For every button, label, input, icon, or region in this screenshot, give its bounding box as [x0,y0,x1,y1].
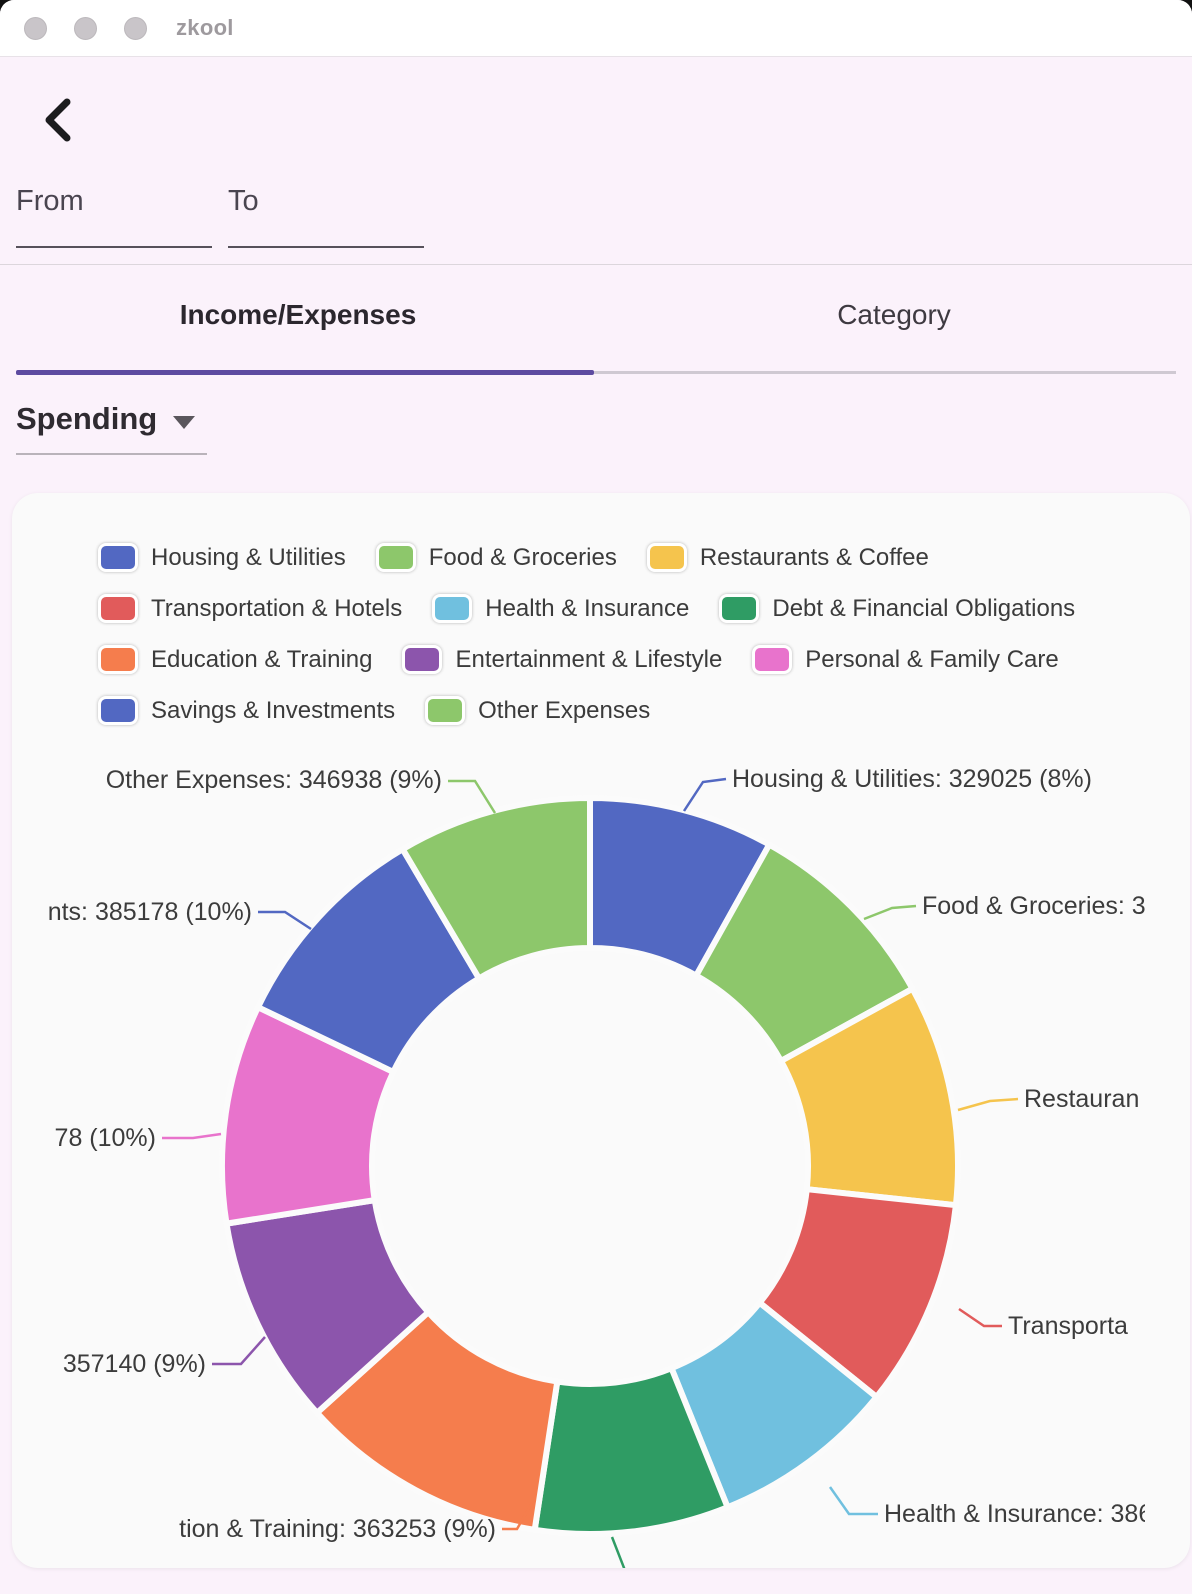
label-leader-line [957,1097,1019,1112]
from-label: From [16,185,84,217]
legend-row: Housing & Utilities Food & Groceries Resta… [12,539,1190,576]
legend-swatch-icon [402,645,443,674]
legend-label: Debt & Financial Obligations [772,594,1076,622]
label-leader-line [863,904,917,921]
zoom-window-button[interactable] [124,16,147,40]
back-button[interactable] [36,97,82,143]
minimize-window-button[interactable] [74,16,97,40]
spending-donut-chart: Housing & Utilities: 329025 (8%) Food & G… [48,765,1145,1568]
legend-item-housing-utilities[interactable]: Housing & Utilities [98,543,346,572]
legend-item-savings-investments[interactable]: Savings & Investments [98,696,395,725]
legend-label: Education & Training [151,645,373,673]
to-date-field[interactable]: To [228,185,424,248]
slice-value-label: 357140 (9%) [63,1350,206,1378]
label-leader-line [610,1536,626,1568]
slice-value-label: tion & Training: 363253 (9%) [179,1515,496,1543]
to-underline [228,246,424,248]
spending-underline [16,453,207,455]
slice-value-label: Restauran [1024,1085,1139,1113]
legend-row: Education & Training Entertainment & Life… [12,641,1190,678]
legend-swatch-icon [98,543,138,572]
window-title: zkool [176,15,234,40]
spending-dropdown-value: Spending [16,401,158,436]
legend-item-other-expenses[interactable]: Other Expenses [425,696,650,725]
tab-category[interactable]: Category [596,265,1192,375]
legend-label: Other Expenses [478,696,651,724]
slice-value-label: 78 (10%) [55,1124,156,1152]
legend-row: Savings & Investments Other Expenses [12,692,1190,729]
legend-label: Savings & Investments [151,696,396,724]
legend-swatch-icon [432,594,473,623]
legend-swatch-icon [719,594,760,623]
donut-slice-other-expenses[interactable] [399,795,593,982]
legend-swatch-icon [98,645,138,674]
chevron-left-icon [45,98,71,142]
legend-item-restaurants-coffee[interactable]: Restaurants & Coffee [646,543,929,572]
legend-item-debt-financial-obligations[interactable]: Debt & Financial Obligations [719,594,1075,623]
page-content: From To Income/Expenses Category Spendin… [0,97,1192,1568]
legend-item-health-insurance[interactable]: Health & Insurance [432,594,689,623]
chart-card: Housing & Utilities Food & Groceries Resta… [12,493,1190,1568]
tab-income-expenses[interactable]: Income/Expenses [0,265,596,375]
legend-item-entertainment-lifestyle[interactable]: Entertainment & Lifestyle [402,645,722,674]
date-range-row: From To [16,185,1192,248]
legend-item-food-groceries[interactable]: Food & Groceries [375,543,617,572]
from-underline [16,246,212,248]
legend-swatch-icon [98,594,138,623]
legend-label: Restaurants & Coffee [699,543,929,571]
legend-item-personal-family-care[interactable]: Personal & Family Care [752,645,1059,674]
legend-label: Health & Insurance [485,594,690,622]
legend-swatch-icon [752,645,793,674]
label-leader-line [448,779,497,814]
slice-value-label: nts: 385178 (10%) [48,898,252,926]
slice-value-label: Transporta [1008,1312,1128,1340]
label-leader-line [958,1307,1002,1328]
close-window-button[interactable] [24,16,47,40]
title-bar: zkool [0,0,1192,57]
legend-item-transportation-hotels[interactable]: Transportation & Hotels [98,594,402,623]
label-leader-line [682,777,727,812]
chart-legend: Housing & Utilities Food & Groceries Resta… [12,493,1190,729]
slice-value-label: Food & Groceries: 3 [922,892,1145,920]
spending-dropdown[interactable]: Spending [16,401,207,455]
legend-item-education-training[interactable]: Education & Training [98,645,372,674]
slice-value-label: Other Expenses: 346938 (9%) [106,766,442,794]
legend-swatch-icon [98,696,138,725]
legend-label: Entertainment & Lifestyle [455,645,723,673]
legend-row: Transportation & Hotels Health & Insuranc… [12,590,1190,627]
active-tab-indicator [16,370,594,375]
tab-indicator-track [16,370,1176,375]
label-leader-line [828,1486,878,1516]
label-leader-line [502,1502,534,1531]
legend-label: Food & Groceries [428,543,617,571]
slice-value-label: Housing & Utilities: 329025 (8%) [732,765,1092,793]
inactive-tab-underline [594,371,1176,374]
legend-swatch-icon [375,543,416,572]
slice-value-label: Health & Insurance: 386 [884,1500,1145,1528]
section-divider [0,264,1192,265]
legend-label: Housing & Utilities [151,543,346,571]
from-date-field[interactable]: From [16,185,212,248]
to-label: To [228,185,259,217]
label-leader-line [258,910,312,931]
legend-swatch-icon [646,543,687,572]
label-leader-line [212,1336,266,1366]
tab-bar: Income/Expenses Category [0,265,1192,375]
legend-swatch-icon [425,696,466,725]
label-leader-line [162,1132,222,1140]
legend-label: Personal & Family Care [805,645,1059,673]
chevron-down-icon [173,415,196,429]
legend-label: Transportation & Hotels [151,594,403,622]
